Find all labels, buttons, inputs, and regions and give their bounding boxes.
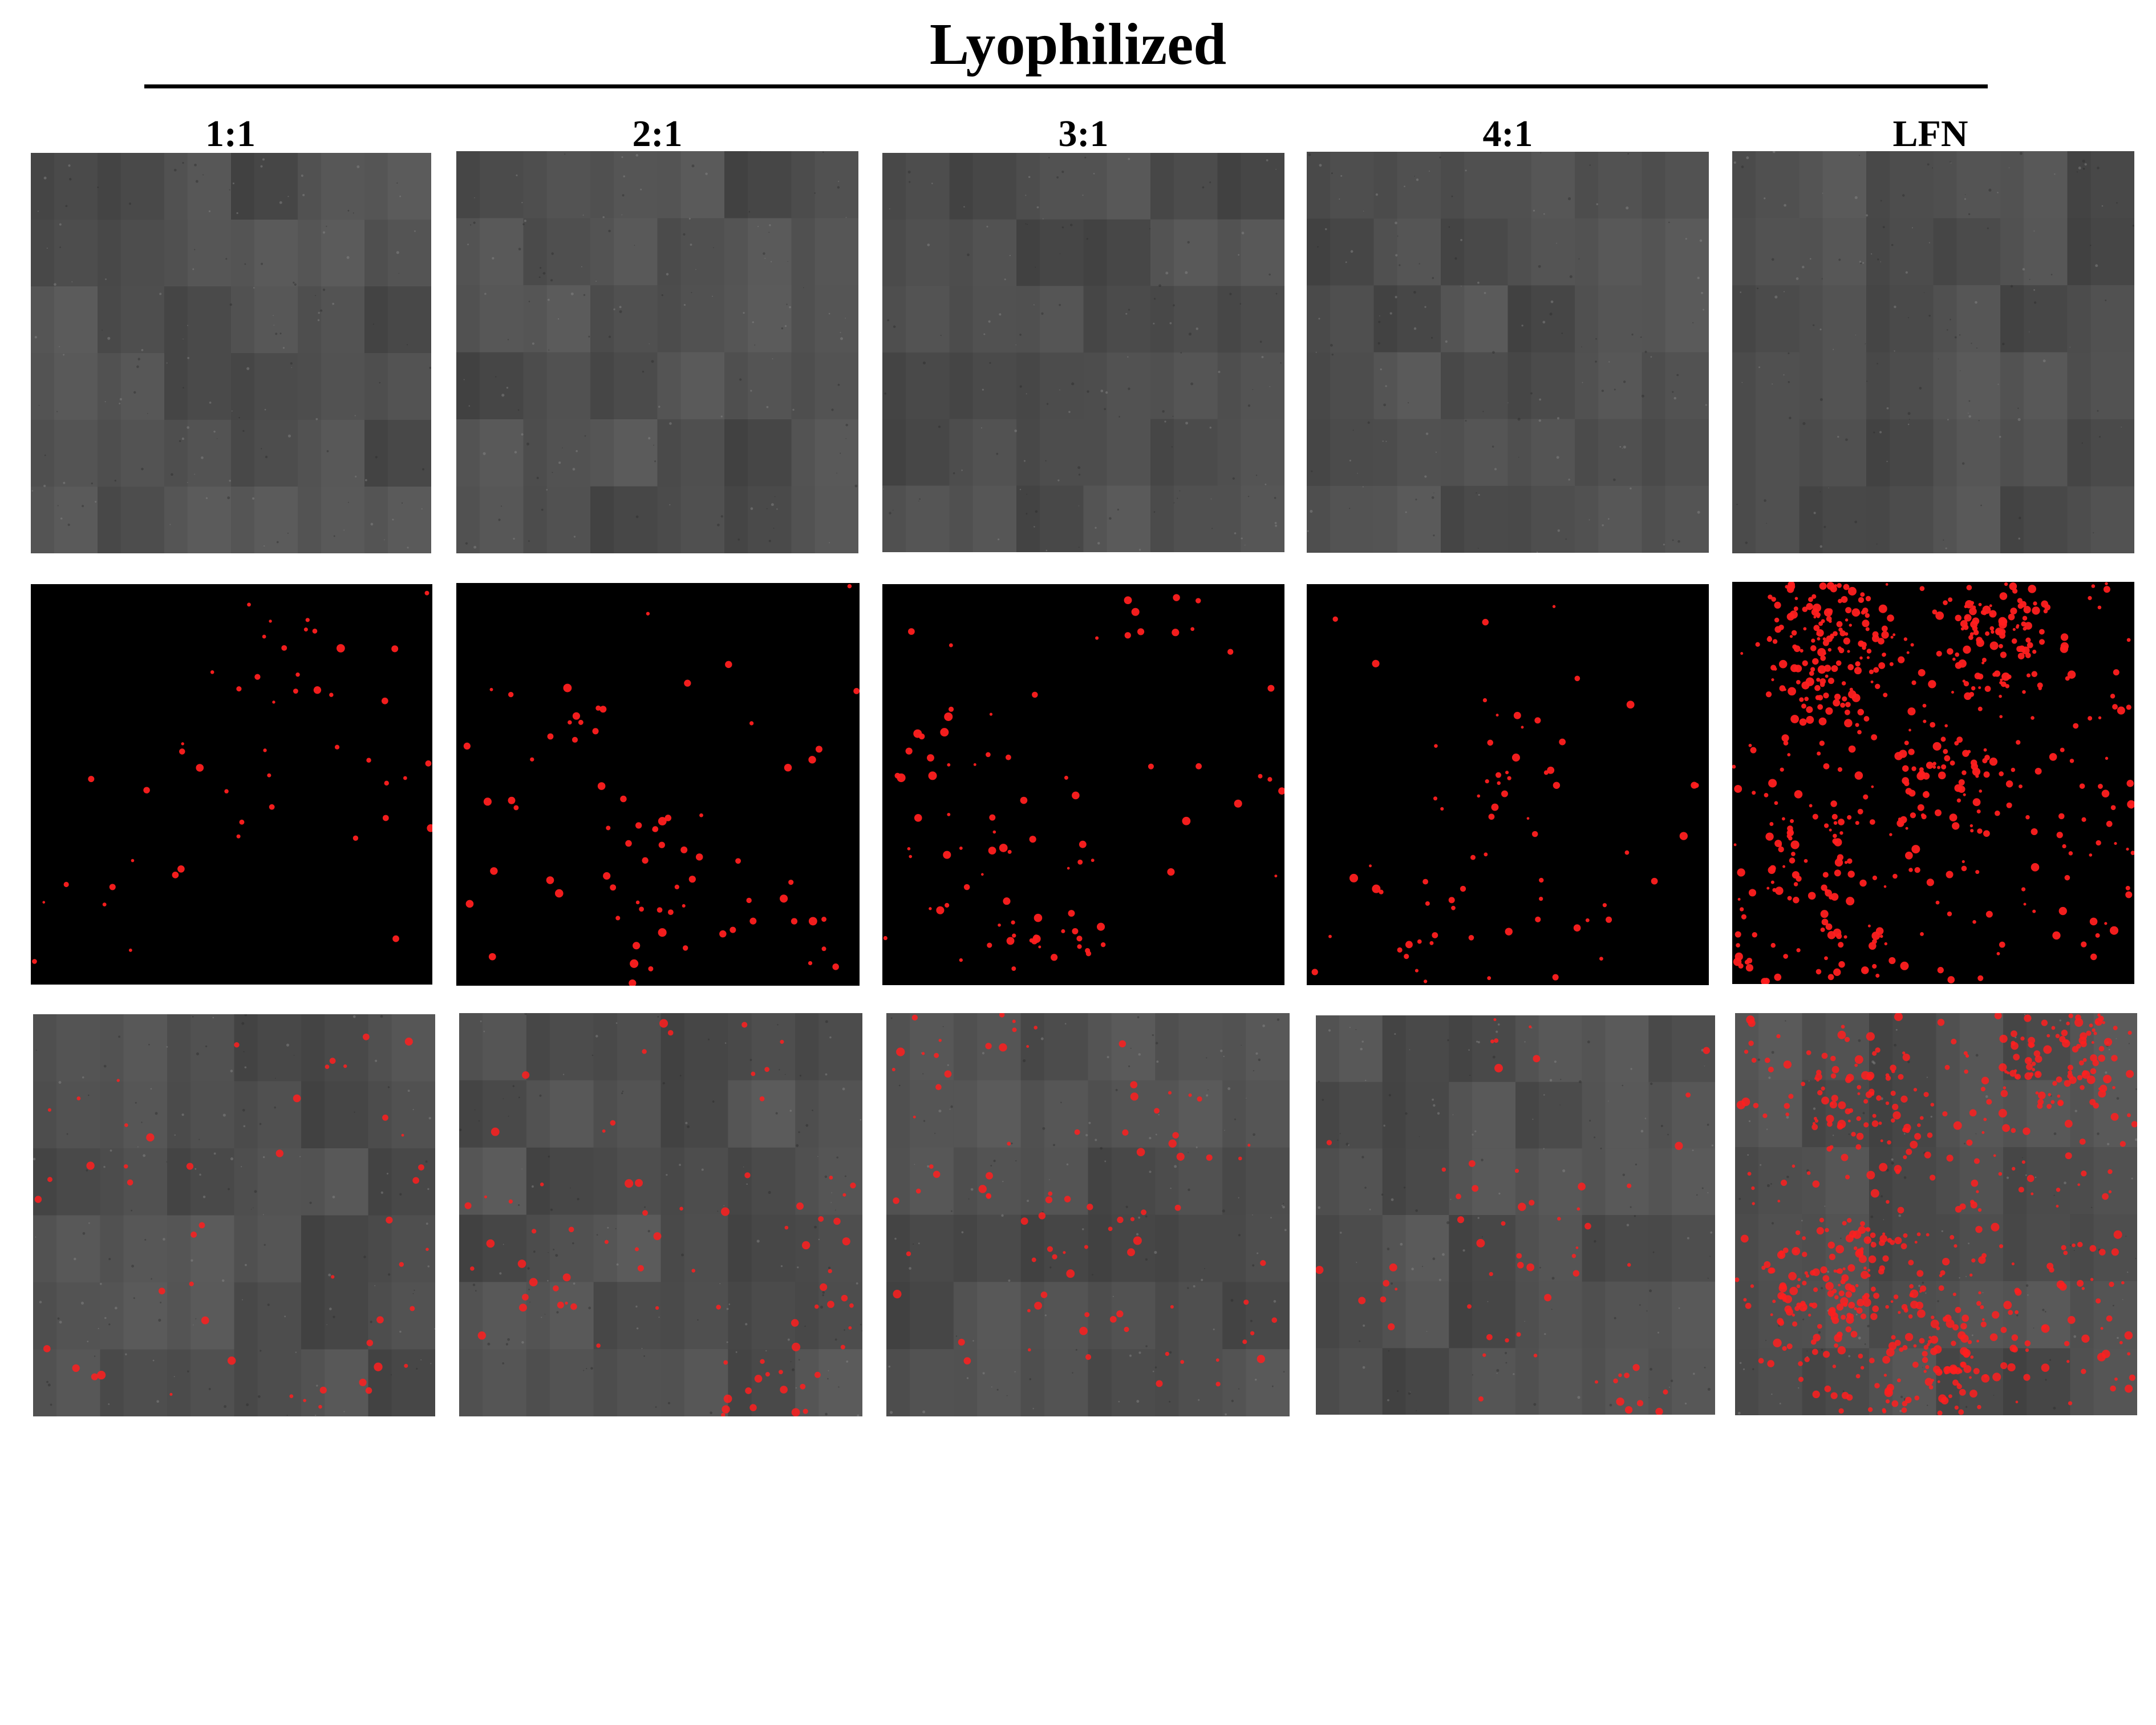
- micrograph-image: [31, 153, 431, 553]
- brightfield-panel-lfn: [1732, 151, 2134, 553]
- micrograph-image: [456, 583, 860, 986]
- fluorescence-panel-2-1: [456, 583, 860, 986]
- micrograph-image: [33, 1014, 435, 1416]
- fluorescence-panel-4-1: [1307, 584, 1709, 985]
- micrograph-image: [459, 1013, 862, 1416]
- overlay-panel-lfn: [1735, 1013, 2137, 1415]
- brightfield-panel-4-1: [1307, 152, 1709, 553]
- micrograph-image: [1307, 584, 1709, 985]
- column-label-2-1: 2:1: [632, 113, 683, 155]
- micrograph-image: [31, 584, 432, 985]
- column-label-1-1: 1:1: [205, 113, 256, 155]
- micrograph-image: [882, 584, 1284, 985]
- brightfield-panel-3-1: [882, 153, 1284, 552]
- brightfield-panel-2-1: [456, 151, 858, 553]
- micrograph-image: [1316, 1015, 1715, 1415]
- micrograph-image: [1735, 1013, 2137, 1415]
- overlay-panel-3-1: [886, 1013, 1290, 1416]
- title-rule: [144, 84, 1988, 88]
- fluorescence-panel-lfn: [1732, 582, 2134, 984]
- micrograph-image: [886, 1013, 1290, 1416]
- micrograph-image: [882, 153, 1284, 552]
- micrograph-image: [1732, 151, 2134, 553]
- figure-title: Lyophilized: [929, 11, 1227, 77]
- fluorescence-panel-1-1: [31, 584, 432, 985]
- column-label-3-1: 3:1: [1058, 113, 1109, 155]
- micrograph-image: [1732, 582, 2134, 984]
- overlay-panel-1-1: [33, 1014, 435, 1416]
- overlay-panel-4-1: [1316, 1015, 1715, 1415]
- column-label-lfn: LFN: [1892, 113, 1968, 155]
- brightfield-panel-1-1: [31, 153, 431, 553]
- fluorescence-panel-3-1: [882, 584, 1284, 985]
- micrograph-image: [1307, 152, 1709, 553]
- micrograph-image: [456, 151, 858, 553]
- overlay-panel-2-1: [459, 1013, 862, 1416]
- column-label-4-1: 4:1: [1482, 113, 1533, 155]
